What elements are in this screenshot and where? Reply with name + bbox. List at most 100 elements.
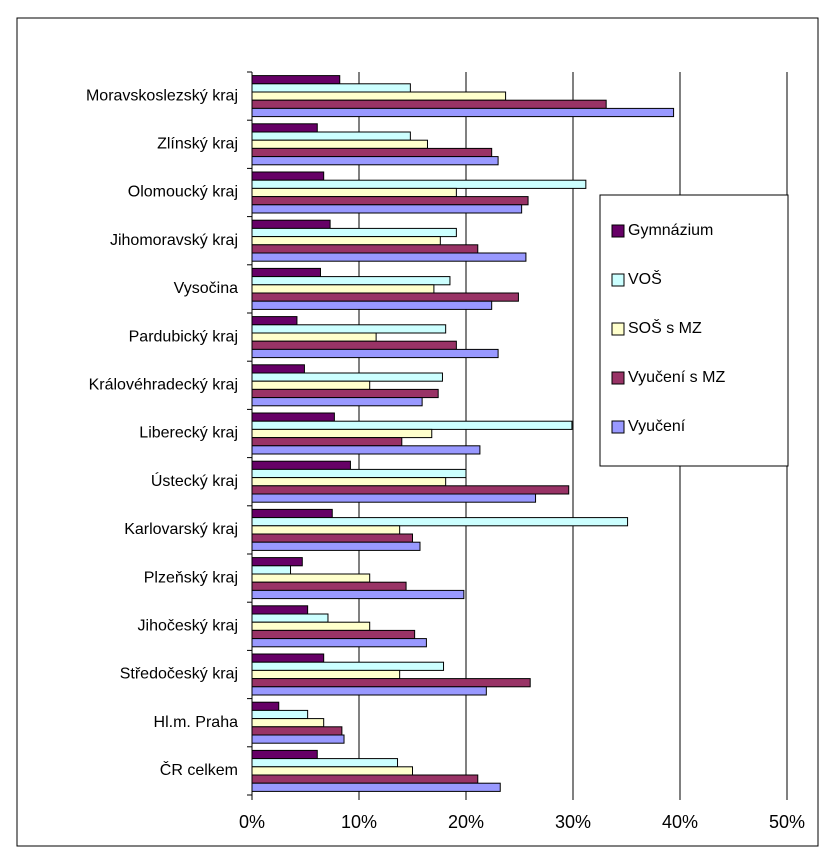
bar (251, 734, 345, 744)
bar (251, 316, 298, 326)
bar (251, 131, 411, 141)
bar (251, 678, 531, 688)
legend-label: Vyučení (628, 418, 686, 435)
bar (251, 99, 607, 109)
legend-label: SOŠ s MZ (628, 318, 702, 337)
bar (251, 236, 441, 246)
bar (251, 508, 333, 519)
legend-swatch (611, 322, 625, 336)
bar (251, 477, 447, 487)
legend-label: Vyučení s MZ (628, 369, 725, 386)
bar (251, 324, 447, 334)
bar (251, 187, 457, 198)
bar (251, 460, 351, 470)
y-tick-label: Středočeský kraj (120, 666, 238, 683)
bar (251, 485, 570, 495)
bar (251, 196, 529, 206)
bar (251, 613, 329, 623)
bar (251, 123, 318, 133)
bar (251, 445, 481, 455)
y-tick-label: Královéhradecký kraj (89, 377, 238, 394)
bar (251, 557, 303, 567)
y-tick-label: Olomoucký kraj (128, 184, 238, 201)
legend-label: VOŠ (628, 269, 662, 288)
bar (251, 517, 629, 527)
bar (251, 709, 309, 720)
bar (251, 139, 428, 149)
bar (251, 437, 403, 447)
bar (251, 420, 573, 430)
bar (251, 589, 465, 600)
x-tick-label: 30% (555, 812, 591, 832)
bar (251, 629, 416, 640)
bar (251, 782, 501, 792)
bar (251, 156, 499, 166)
bar (251, 227, 457, 238)
legend-swatch (611, 420, 625, 434)
bar (251, 669, 401, 680)
bar (251, 525, 401, 535)
bar (251, 372, 443, 382)
bar (251, 726, 343, 736)
legend-label: Gymnázium (628, 222, 713, 239)
y-tick-label: Plzeňský kraj (144, 569, 238, 586)
bar (251, 91, 507, 101)
bar (251, 565, 292, 575)
bar (251, 292, 519, 302)
y-tick-label: Karlovarský kraj (124, 521, 238, 538)
bar (251, 83, 411, 93)
x-tick-label: 20% (448, 812, 484, 832)
bar (251, 428, 433, 439)
bar (251, 766, 413, 776)
bar (251, 364, 305, 374)
bar (251, 468, 467, 479)
bar (251, 179, 587, 189)
y-tick-label: Vysočina (174, 280, 238, 297)
bar (251, 388, 439, 399)
y-tick-label: Zlínský kraj (157, 136, 238, 153)
x-tick-label: 40% (662, 812, 698, 832)
y-tick-label: ČR celkem (160, 760, 238, 779)
bar (251, 300, 493, 310)
bar (251, 661, 445, 671)
legend-box (599, 194, 789, 467)
bar (251, 749, 318, 760)
bar (251, 412, 335, 422)
bar (251, 573, 371, 583)
y-tick-label: Pardubický kraj (129, 328, 238, 345)
bar (251, 252, 527, 262)
x-tick-label: 0% (239, 812, 265, 832)
bar (251, 244, 479, 254)
x-tick-label: 10% (341, 812, 377, 832)
bar (251, 581, 407, 591)
bar (251, 653, 325, 663)
bar (251, 380, 371, 390)
legend-swatch (611, 371, 625, 385)
bar (251, 533, 413, 543)
bar (251, 219, 331, 229)
legend-swatch (611, 224, 625, 238)
bar (251, 686, 487, 696)
legend-swatch (611, 273, 625, 287)
y-tick-label: Liberecký kraj (139, 425, 238, 442)
bar (251, 284, 435, 294)
bar (251, 397, 423, 407)
y-tick-label: Jihočeský kraj (138, 618, 238, 635)
y-tick-label: Moravskoslezský kraj (86, 87, 238, 104)
bar (251, 701, 280, 711)
bar (251, 171, 325, 181)
bar (251, 621, 371, 631)
x-tick-label: 50% (769, 812, 805, 832)
bar (251, 605, 309, 615)
y-tick-label: Jihomoravský kraj (110, 232, 238, 249)
bar (251, 718, 325, 728)
bar (251, 107, 675, 118)
bar (251, 638, 427, 648)
bar (251, 267, 321, 278)
bar (251, 340, 457, 350)
bar (251, 348, 499, 359)
y-tick-label: Ústecký kraj (151, 471, 238, 490)
bar (251, 758, 399, 768)
